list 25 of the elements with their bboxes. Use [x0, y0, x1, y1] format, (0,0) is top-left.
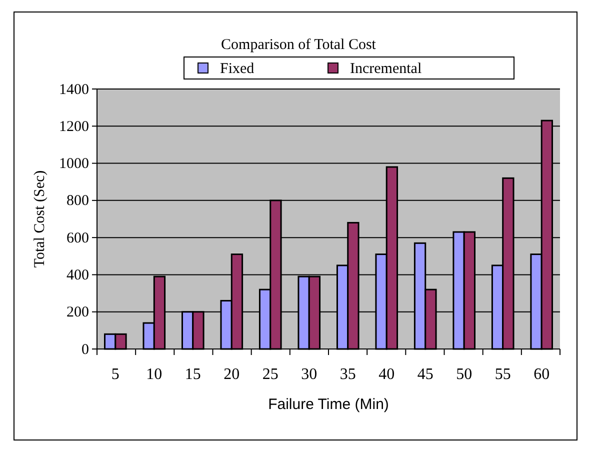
y-tick-label: 400 — [66, 268, 89, 284]
x-tick-label: 35 — [340, 366, 356, 383]
x-tick-label: 60 — [534, 366, 550, 383]
x-tick-label: 30 — [301, 366, 318, 383]
y-tick-label: 600 — [66, 230, 89, 246]
x-tick-label: 40 — [378, 366, 395, 383]
chart-title: Comparison of Total Cost — [221, 37, 377, 53]
y-tick-label: 1200 — [59, 118, 89, 135]
y-tick-label: 800 — [66, 193, 89, 210]
x-tick-label: 5 — [111, 366, 120, 383]
y-tick-label: 0 — [82, 342, 89, 358]
y-axis-title: Total Cost (Sec) — [32, 170, 48, 268]
x-tick-label: 20 — [224, 366, 240, 383]
y-tick-label: 1000 — [59, 156, 89, 172]
y-tick-label: 200 — [66, 304, 89, 321]
legend-label: Incremental — [350, 61, 422, 77]
x-axis-title: Failure Time (Min) — [268, 396, 389, 413]
x-tick-label: 25 — [262, 366, 278, 383]
x-tick-label: 10 — [146, 366, 162, 383]
legend-label: Fixed — [220, 61, 255, 77]
x-tick-label: 15 — [184, 366, 201, 383]
x-tick-label: 55 — [494, 366, 511, 383]
y-tick-label: 1400 — [59, 82, 89, 98]
x-tick-label: 45 — [417, 366, 434, 383]
x-tick-label: 50 — [456, 366, 472, 383]
